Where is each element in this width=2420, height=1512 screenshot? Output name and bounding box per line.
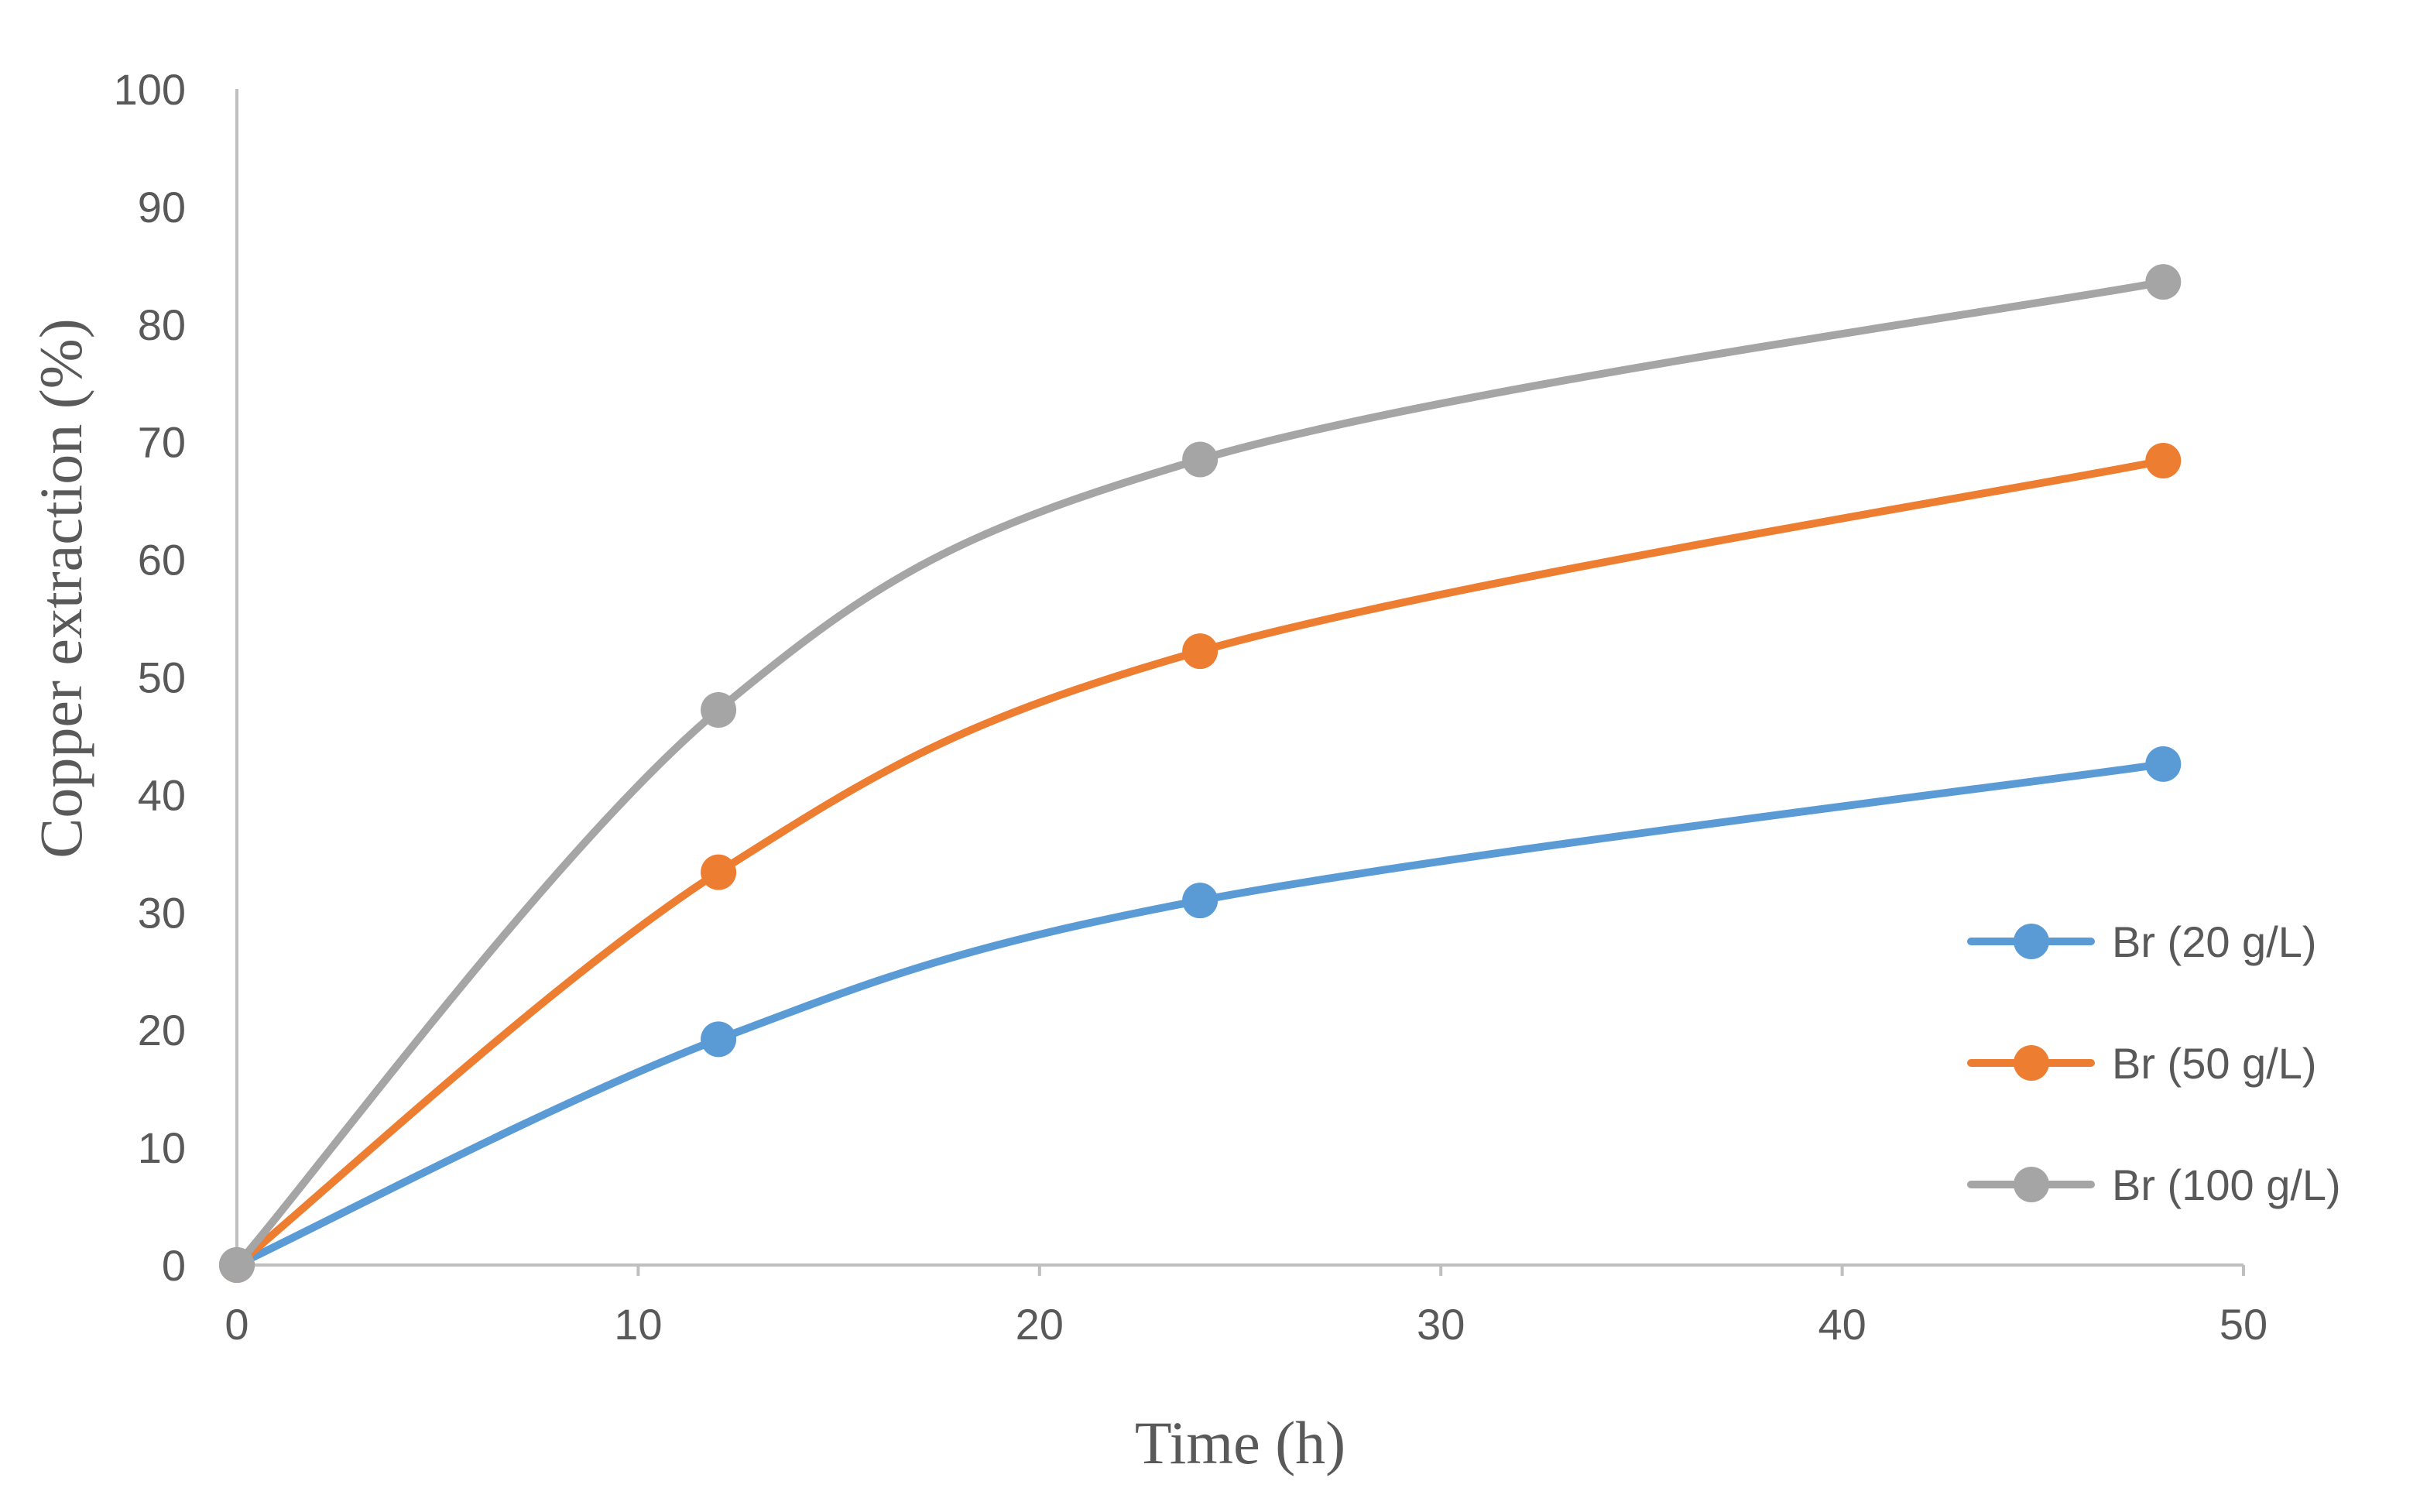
data-point — [701, 692, 737, 729]
x-tick-label: 20 — [1016, 1300, 1064, 1349]
data-point — [701, 1021, 737, 1058]
legend-label: Br (100 g/L) — [2112, 1161, 2341, 1209]
data-point — [219, 1247, 255, 1283]
y-tick-label: 40 — [138, 770, 186, 819]
x-tick-label: 30 — [1417, 1300, 1465, 1349]
axes — [235, 89, 2243, 1267]
y-tick-label: 100 — [114, 65, 186, 114]
legend-swatch-marker — [2014, 1045, 2049, 1081]
legend-swatch-marker — [2014, 924, 2049, 959]
legend-item: Br (20 g/L) — [1967, 917, 2317, 966]
y-tick-label: 30 — [138, 888, 186, 937]
y-tick-label: 80 — [138, 300, 186, 349]
x-axis-title: Time (h) — [1135, 1409, 1345, 1476]
y-tick-label: 50 — [138, 653, 186, 702]
legend-item: Br (100 g/L) — [1967, 1161, 2341, 1209]
x-tick-label: 50 — [2219, 1300, 2267, 1349]
data-point — [1182, 883, 1219, 919]
y-tick-label: 20 — [138, 1006, 186, 1054]
legend-item: Br (50 g/L) — [1967, 1039, 2317, 1088]
y-tick-label: 0 — [162, 1241, 186, 1290]
legend-label: Br (20 g/L) — [2112, 917, 2317, 966]
data-point — [1182, 633, 1219, 670]
y-tick-label: 90 — [138, 183, 186, 231]
y-ticks: 0 10 20 30 40 50 60 70 80 90 100 — [114, 65, 186, 1290]
y-tick-label: 10 — [138, 1123, 186, 1172]
series-line — [233, 759, 2168, 1269]
data-point — [701, 854, 737, 890]
series-line — [233, 278, 2168, 1269]
data-point — [2145, 264, 2182, 300]
x-tick-label: 10 — [614, 1300, 662, 1349]
y-tick-label: 60 — [138, 536, 186, 585]
x-tick-label: 0 — [225, 1300, 249, 1349]
y-axis-title: Copper extraction (%) — [27, 318, 94, 858]
legend-swatch-marker — [2014, 1167, 2049, 1202]
y-tick-label: 70 — [138, 418, 186, 467]
series-points — [219, 264, 2182, 1283]
legend: Br (20 g/L) Br (50 g/L) Br (100 g/L) — [1967, 917, 2341, 1209]
series-lines — [233, 278, 2168, 1269]
data-point — [1182, 441, 1219, 478]
series-line — [233, 457, 2168, 1269]
data-point — [2145, 443, 2182, 479]
x-ticks: 0 10 20 30 40 50 — [225, 1265, 2267, 1349]
x-tick-label: 40 — [1818, 1300, 1866, 1349]
legend-label: Br (50 g/L) — [2112, 1039, 2317, 1088]
data-point — [2145, 746, 2182, 782]
